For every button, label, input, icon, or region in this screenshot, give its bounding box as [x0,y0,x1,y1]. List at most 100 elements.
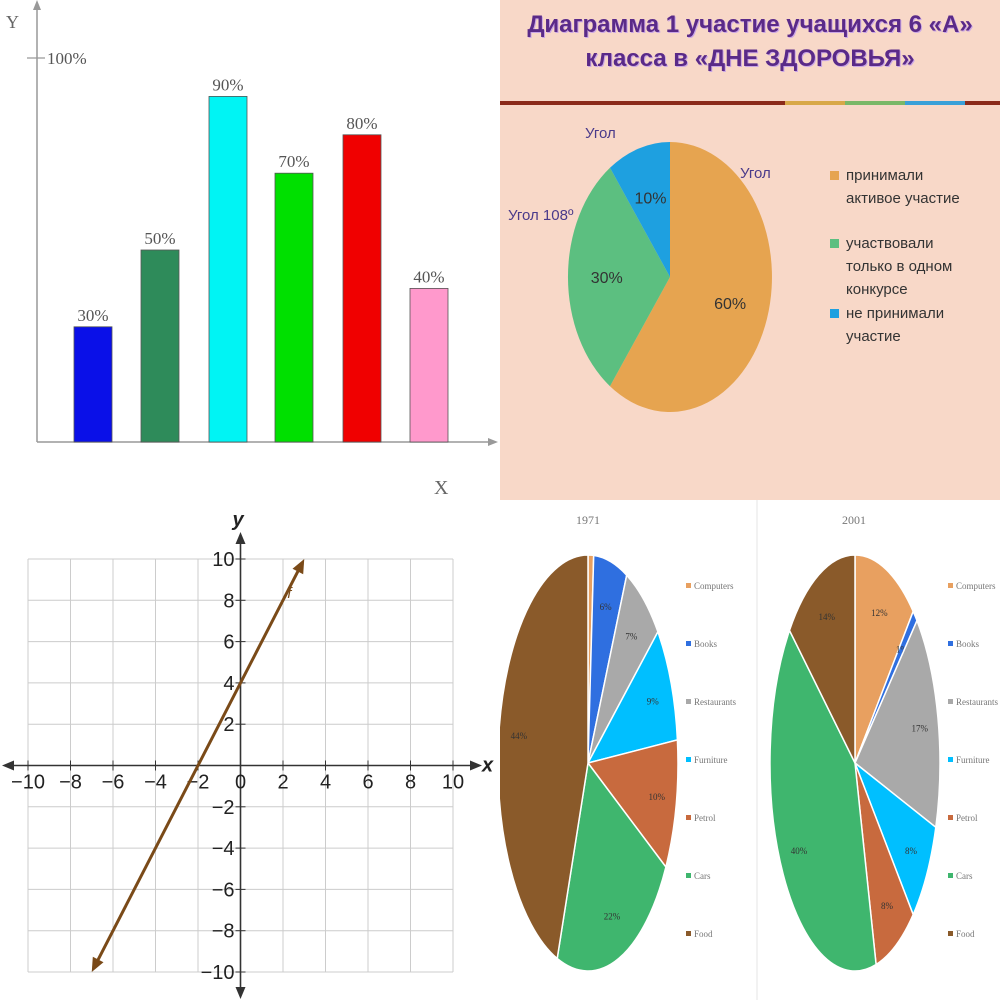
pie-chart-title: 2001 [842,513,866,527]
pie-slice [610,141,670,277]
pie-slice [586,629,679,765]
pie-slice-label: 6% [600,602,613,612]
pie-legend-label: не принимали [846,305,944,322]
bar-x-axis-label: X [434,477,449,499]
pie-legend-label: Books [694,639,718,649]
pie-legend-label: Computers [694,581,734,591]
pie-slice [853,760,937,917]
pie-slice-label: 10% [648,792,665,802]
pie-slice-label: 8% [905,846,918,856]
series-arrow-tail [91,956,104,972]
x-tick-label: 8 [405,772,416,794]
bar [409,287,449,443]
bar-value-label: 90% [212,75,243,94]
participation-pie-panel: Диаграмма 1 участие учащихся 6 «А» класс… [500,0,1000,500]
pie-legend-swatch [948,873,953,878]
pie-legend-swatch [686,873,691,878]
pie-legend-label: принимали [846,167,923,184]
bar [274,172,314,443]
y-axis-arrow-top [235,532,246,544]
pie-legend-swatch [686,583,691,588]
pie-slice-label: 17% [911,724,928,734]
pie-legend-swatch [948,641,953,646]
bar-value-label: 50% [144,229,175,248]
x-tick-label: 10 [442,772,464,794]
bar-value-label: 80% [346,114,377,133]
pie-slice [556,761,667,972]
y-tick-label: 4 [223,673,234,695]
y-axis-arrow-bottom [235,987,246,999]
bar-value-label: 40% [413,267,444,286]
pie-slice-label: 12% [871,608,888,618]
pie-slice [610,142,772,412]
pie-title: Диаграмма 1 участие учащихся 6 «А» класс… [500,8,1000,76]
series-line-f [94,565,302,966]
pie-slice [500,554,589,960]
series-label: f [287,585,293,602]
pie-slice-label: 22% [604,911,621,921]
x-axis-arrow-left [2,760,14,771]
x-tick-label: −10 [11,772,45,794]
pie-legend-swatch [948,699,953,704]
y-tick-label: 10 [212,549,234,571]
bar-chart-panel: 100% Y X 30% 50% 90% 70% 80% 40% [0,0,500,500]
pie-legend-swatch [686,641,691,646]
pie-legend-swatch [830,171,839,180]
bar-y-arrow [33,0,41,10]
x-axis-label: x [481,755,494,777]
x-tick-label: −6 [102,772,125,794]
bar-chart: 100% Y X 30% 50% 90% 70% 80% 40% [6,0,498,499]
pie-slice [788,554,856,764]
y-tick-label: 2 [223,714,234,736]
pie-legend-label: Books [956,639,980,649]
title-divider-accent-3 [905,101,965,105]
pie-chart-title: 1971 [576,513,600,527]
bar [73,326,113,443]
spending-pies: 1971 6% 7% 9% 10% 22% 44% Computers Books Restaur… [500,500,998,1000]
pie-title-line2: класса в «ДНЕ ЗДОРОВЬЯ» [585,45,915,72]
pie-legend-swatch [830,239,839,248]
x-tick-label: 6 [362,772,373,794]
pie-slice-label: 8% [881,901,894,911]
pie-slice [854,618,941,829]
pie-slice-label: 14% [819,612,836,622]
pie-slice-label: 44% [511,731,528,741]
title-divider-accent-1 [785,101,845,105]
y-axis-label: y [232,509,245,531]
pie-title-line1: Диаграмма 1 участие учащихся 6 «А» [527,11,973,38]
y-tick-label: −8 [212,921,235,943]
series-arrow-head [292,559,305,575]
pie-slice-label: 7% [625,631,638,641]
pie-legend-swatch [948,583,953,588]
y-tick-label: −2 [212,797,235,819]
y-tick-label: −6 [212,879,235,901]
pie-legend-swatch [686,699,691,704]
x-tick-label: −4 [144,772,167,794]
pie-slice [854,762,915,966]
pie-slice-label: 9% [647,696,660,706]
bar-value-label: 30% [77,306,108,325]
pie-legend-swatch [948,815,953,820]
pie-slice-label: 10% [634,190,666,207]
y-tick-label: 8 [223,590,234,612]
pie-legend-swatch [686,815,691,820]
pie-slice [769,628,877,972]
bar-x-arrow [488,438,498,446]
pie-slice [586,738,679,869]
x-tick-label: 4 [320,772,331,794]
pie-slice [567,167,670,387]
bar [208,96,248,443]
pie-slice-label: 60% [714,296,746,313]
title-divider [500,101,1000,105]
pie-legend-label: Food [956,929,975,939]
pie-legend-label: Food [694,929,713,939]
pie-legend-label: Restaurants [694,697,736,707]
x-axis-arrow-right [470,760,482,771]
y-tick-label: −10 [201,962,235,984]
pie-legend-label: Petrol [956,813,978,823]
spending-pies-panel: 1971 6% 7% 9% 10% 22% 44% Computers Books Restaur… [500,500,1000,1000]
pie-legend-label: Cars [694,871,711,881]
x-tick-label: −8 [59,772,82,794]
